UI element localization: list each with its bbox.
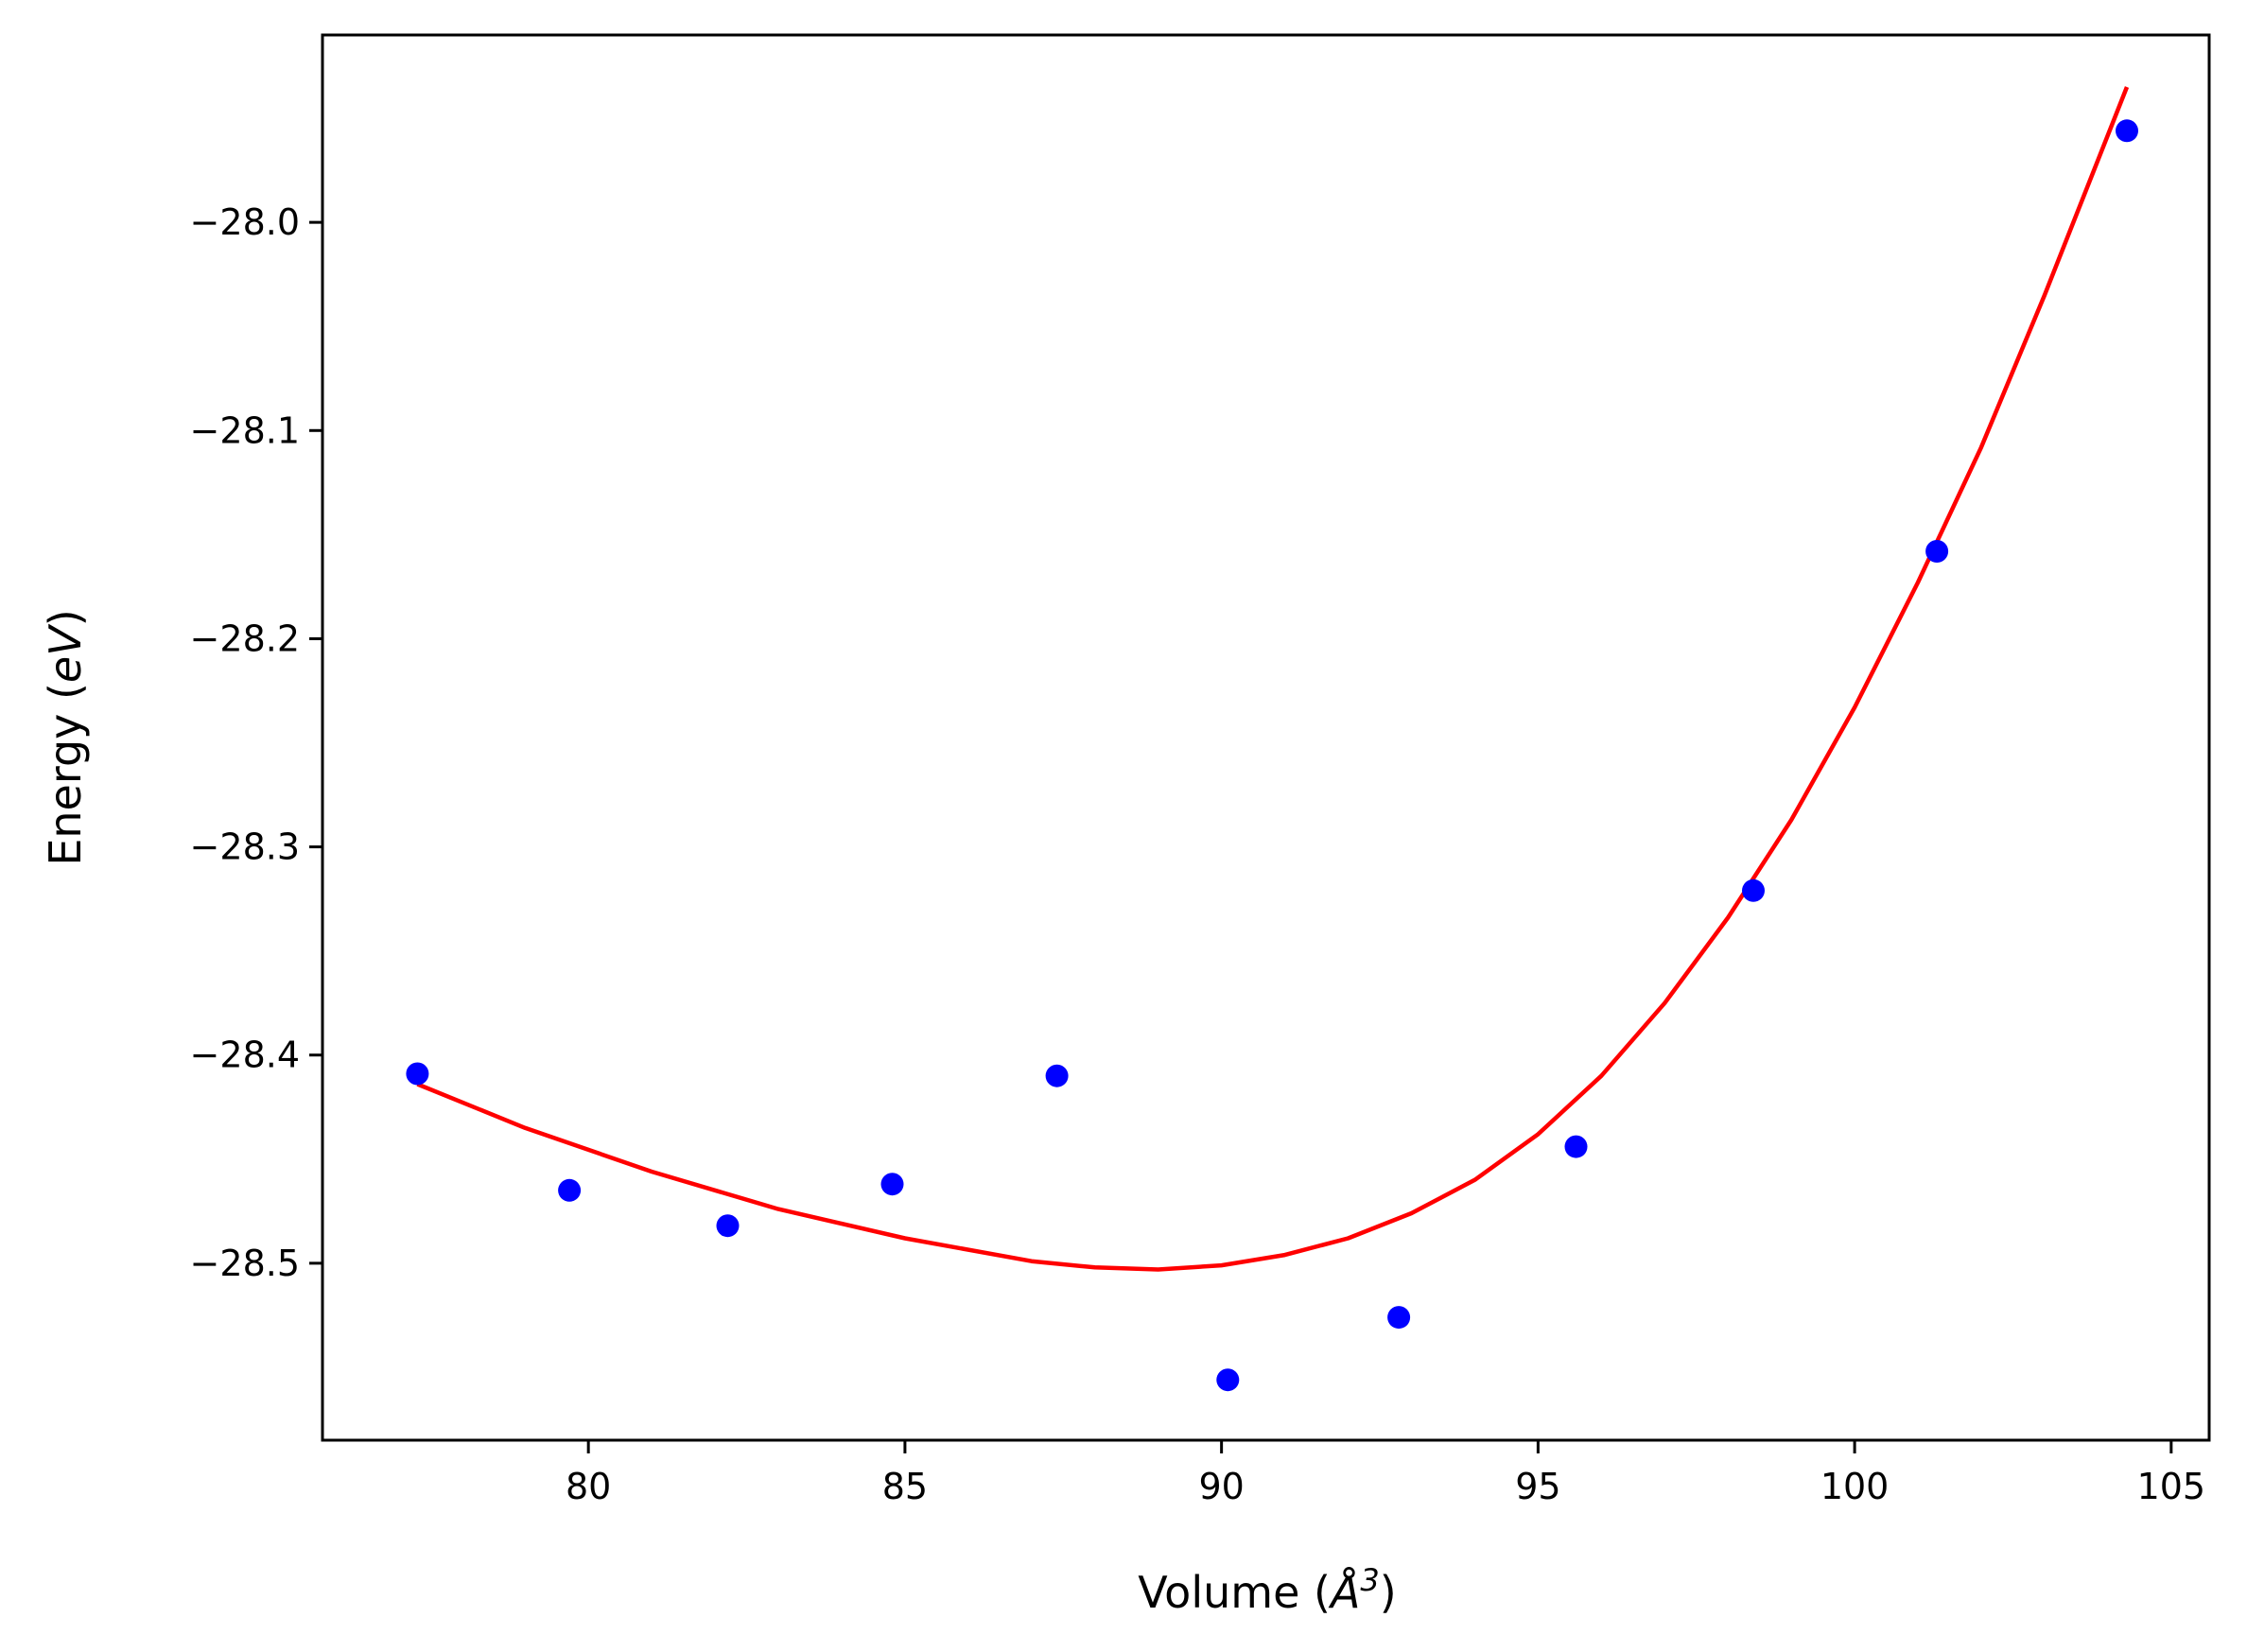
x-tick-label: 80 <box>566 1466 611 1507</box>
data-point <box>1742 878 1765 902</box>
y-tick-label: −28.0 <box>190 201 300 243</box>
y-tick-label: −28.4 <box>190 1035 300 1076</box>
data-point <box>558 1178 582 1202</box>
y-tick-label: −28.2 <box>190 617 300 659</box>
data-point <box>406 1062 429 1086</box>
fit-curve-line <box>416 86 2130 1272</box>
y-axis-label-post: ) <box>40 609 91 626</box>
y-tick-label: −28.5 <box>190 1243 300 1284</box>
fit-curve-layer <box>416 86 2130 1272</box>
data-point <box>1925 540 1949 563</box>
x-tick-label: 100 <box>1820 1466 1890 1507</box>
x-axis-ticks: 80 85 90 95 100 105 <box>566 1440 2205 1507</box>
x-tick-label: 85 <box>882 1466 928 1507</box>
y-tick-label: −28.3 <box>190 826 300 868</box>
y-axis-label: Energy (eV) <box>40 609 91 865</box>
y-axis-label-unit: eV <box>40 623 91 683</box>
x-axis-label-unit: Å <box>1328 1567 1360 1618</box>
data-point <box>880 1173 904 1196</box>
y-tick-label: −28.1 <box>190 409 300 451</box>
x-tick-label: 95 <box>1515 1466 1560 1507</box>
plot-frame <box>321 33 2211 1442</box>
data-point <box>1387 1306 1411 1330</box>
data-points-layer <box>406 119 2138 1392</box>
data-point <box>2116 119 2138 143</box>
x-axis-label-pre: Volume ( <box>1138 1567 1331 1618</box>
x-axis-label: Volume (Å3) <box>1138 1562 1396 1618</box>
data-point <box>1216 1368 1240 1392</box>
x-tick-label: 90 <box>1198 1466 1244 1507</box>
data-point <box>1045 1064 1069 1087</box>
x-tick-label: 105 <box>2137 1466 2206 1507</box>
data-point <box>716 1214 740 1238</box>
data-point <box>1564 1135 1588 1158</box>
y-axis-label-pre: Energy ( <box>40 683 91 866</box>
y-axis-ticks: −28.0 −28.1 −28.2 −28.3 −28.4 −28.5 <box>190 201 322 1284</box>
x-axis-label-sup: 3 <box>1360 1562 1379 1598</box>
x-axis-label-post: ) <box>1380 1567 1397 1618</box>
